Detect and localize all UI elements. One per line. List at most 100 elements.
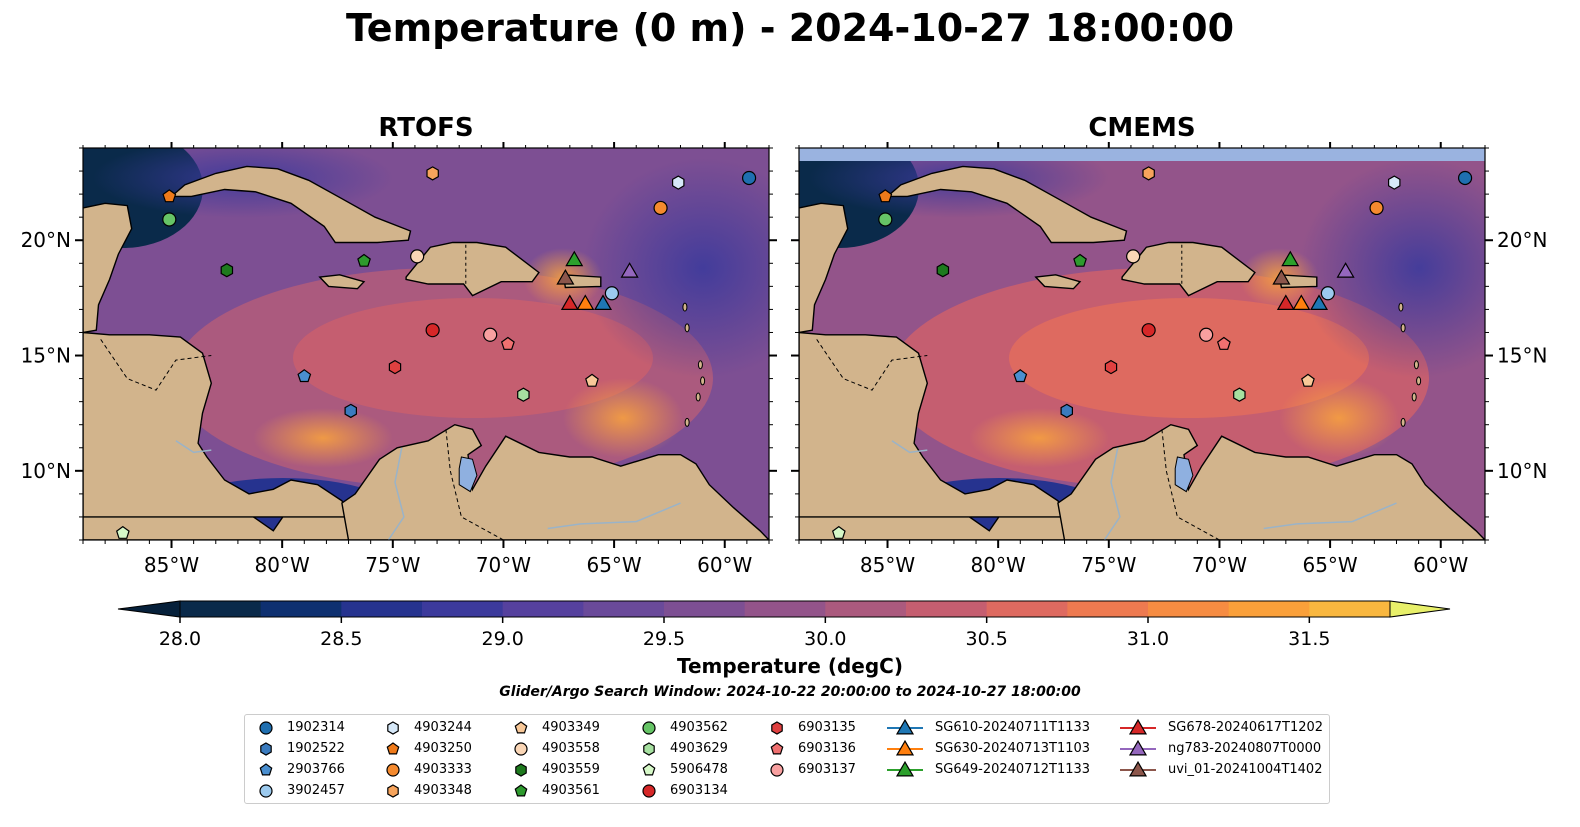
- glider-marker: [594, 294, 613, 310]
- panel-title-rtofs: RTOFS: [378, 113, 474, 143]
- glider-legend-icon: [1120, 760, 1156, 777]
- lat-tick-label: 20°N: [1497, 228, 1547, 252]
- platform-legend-marker: [514, 784, 528, 797]
- colorbar-segment: [422, 601, 504, 617]
- platform-legend-icon: [386, 742, 400, 755]
- glider-marker: [1272, 269, 1291, 285]
- colorbar-tick-label: 30.0: [804, 628, 846, 650]
- platform-legend-icon: [514, 721, 528, 734]
- lon-tick-label: 65°W: [1302, 553, 1357, 577]
- lat-tick-label: 15°N: [1497, 344, 1547, 368]
- platform-legend-icon: [514, 784, 528, 797]
- legend-label: uvi_01-20241004T1402: [1168, 762, 1323, 777]
- lon-tick-label: 85°W: [860, 553, 915, 577]
- legend-label: 4903558: [542, 741, 600, 756]
- platform-marker: [410, 249, 425, 264]
- platform-marker: [1104, 359, 1118, 375]
- colorbar-segment: [260, 601, 342, 617]
- legend-label: 4903629: [670, 741, 728, 756]
- platform-marker: [1013, 369, 1028, 383]
- platform-marker: [585, 373, 599, 387]
- map-panel-rtofs: 85°W 80°W 75°W 70°W 65°W 60°W 10°N 15°N 20°N: [21, 142, 777, 577]
- colorbar-segment: [664, 601, 746, 617]
- lon-tick-label: 80°W: [971, 553, 1026, 577]
- platform-marker: [741, 170, 757, 186]
- legend-label: 4903562: [670, 720, 728, 735]
- glider-marker: [1336, 262, 1355, 278]
- colorbar-tick-label: 29.0: [482, 628, 524, 650]
- platform-legend-icon: [259, 721, 273, 735]
- platform-legend-icon: [770, 742, 784, 755]
- legend-label: 1902522: [287, 741, 345, 756]
- platform-marker: [936, 263, 950, 278]
- glider-marker: [1292, 294, 1311, 310]
- platform-legend-marker: [770, 742, 784, 755]
- platform-marker: [831, 525, 846, 539]
- glider-marker: [1310, 294, 1329, 310]
- platform-legend-icon: [642, 763, 656, 776]
- platform-marker: [344, 403, 357, 419]
- glider-legend-marker: [895, 718, 915, 735]
- platform-marker: [426, 166, 439, 181]
- legend-label: 6903136: [798, 741, 856, 756]
- platform-marker: [1457, 170, 1473, 186]
- glider-marker: [1281, 250, 1300, 267]
- lon-tick-label: 75°W: [365, 553, 420, 577]
- platform-legend-marker: [259, 784, 273, 798]
- lon-tick-label: 80°W: [255, 553, 310, 577]
- legend-label: 2903766: [287, 762, 345, 777]
- colorbar-tick-label: 28.5: [320, 628, 362, 650]
- legend-label: 6903137: [798, 762, 856, 777]
- lat-tick-label: 15°N: [21, 344, 71, 368]
- legend-label: 4903349: [542, 720, 600, 735]
- glider-marker: [565, 250, 584, 267]
- colorbar-segment: [1148, 601, 1230, 617]
- platform-legend-marker: [260, 742, 272, 756]
- legend-label: 4903559: [542, 762, 600, 777]
- platform-marker: [1301, 373, 1315, 387]
- colorbar-tick-label: 30.5: [966, 628, 1008, 650]
- platform-legend-marker: [642, 721, 656, 735]
- platform-marker: [1126, 249, 1141, 264]
- glider-marker: [1276, 294, 1295, 310]
- platform-marker: [1387, 175, 1401, 190]
- colorbar-segment: [825, 601, 907, 617]
- colorbar-under-arrow: [117, 600, 181, 618]
- platform-legend-marker: [386, 763, 400, 777]
- search-window-text: Glider/Argo Search Window: 2024-10-22 20…: [499, 684, 1081, 700]
- platform-legend-icon: [642, 721, 656, 735]
- legend-label: 4903244: [414, 720, 472, 735]
- legend-label: 6903134: [670, 783, 728, 798]
- platform-marker: [162, 212, 177, 227]
- platform-legend-marker: [259, 721, 273, 735]
- lon-tick-label: 65°W: [586, 553, 641, 577]
- colorbar-tick-label: 29.5: [643, 628, 685, 650]
- colorbar-segment: [1067, 601, 1149, 617]
- platform-legend-marker: [643, 742, 655, 756]
- glider-legend-icon: [887, 739, 923, 756]
- platform-marker: [671, 175, 685, 190]
- platform-marker: [425, 323, 440, 338]
- legend-label: 1902314: [287, 720, 345, 735]
- platform-marker: [388, 359, 402, 375]
- glider-legend-icon: [887, 718, 923, 735]
- platform-marker: [1073, 253, 1087, 267]
- platform-marker: [878, 212, 893, 227]
- platform-legend-icon: [771, 721, 783, 735]
- colorbar-segment: [1309, 601, 1391, 617]
- lon-tick-label: 75°W: [1081, 553, 1136, 577]
- platform-marker: [653, 200, 668, 216]
- legend-label: SG678-20240617T1202: [1168, 720, 1324, 735]
- colorbar-ramp: 28.0 28.5 29.0 29.5 30.0 30.5 31.0 31.5: [117, 600, 1451, 650]
- colorbar-tick-label: 31.0: [1127, 628, 1169, 650]
- legend-label: 5906478: [670, 762, 728, 777]
- platform-legend-icon: [259, 763, 273, 776]
- panel-title-cmems: CMEMS: [1088, 113, 1196, 143]
- colorbar-segment: [744, 601, 826, 617]
- glider-marker: [620, 262, 639, 278]
- glider-legend-marker: [895, 760, 915, 777]
- platform-marker: [878, 189, 893, 203]
- colorbar-segment: [180, 601, 262, 617]
- glider-legend-icon: [1120, 718, 1156, 735]
- platform-legend-icon: [259, 784, 273, 798]
